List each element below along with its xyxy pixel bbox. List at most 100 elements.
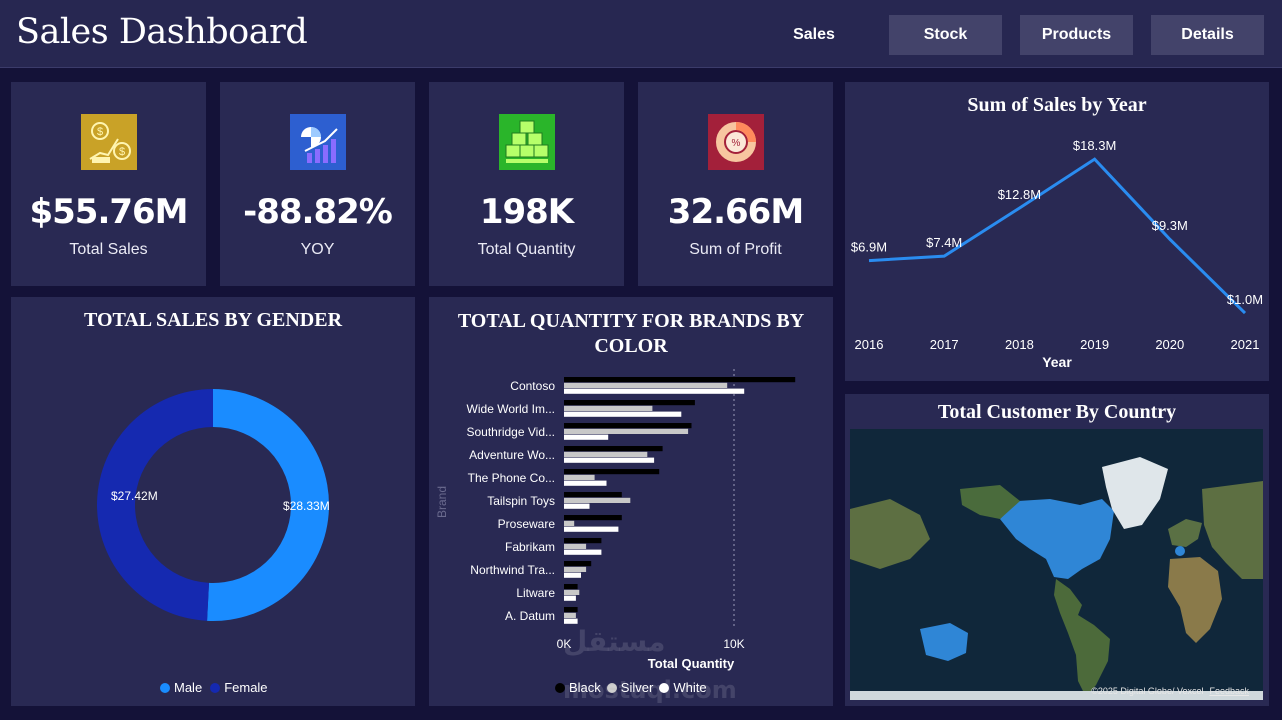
sales-by-gender-title: TOTAL SALES BY GENDER xyxy=(83,309,343,331)
svg-text:$: $ xyxy=(118,146,124,158)
brand-tick-label: Fabrikam xyxy=(505,540,555,554)
money-growth-icon: $ $ xyxy=(80,114,137,170)
bar-silver[interactable] xyxy=(564,428,689,434)
bar-black[interactable] xyxy=(564,469,660,475)
bar-white[interactable] xyxy=(564,457,655,463)
asia-west-region xyxy=(850,499,930,569)
kpi-card-total-sales[interactable]: $ $ $55.76M Total Sales xyxy=(11,82,206,286)
bar-white[interactable] xyxy=(564,411,682,417)
australia-region[interactable] xyxy=(920,623,968,661)
bar-white[interactable] xyxy=(564,595,576,601)
bar-black[interactable] xyxy=(564,400,695,406)
quantity-axis-label: Total Quantity xyxy=(648,656,735,671)
bar-silver[interactable] xyxy=(564,451,648,457)
bar-white[interactable] xyxy=(564,503,590,509)
kpi-card-total-quantity[interactable]: 198K Total Quantity xyxy=(429,82,624,286)
europe-highlight[interactable] xyxy=(1175,546,1185,556)
bar-white[interactable] xyxy=(564,572,581,578)
brands-legend: Black Silver White xyxy=(555,680,707,695)
brand-tick-label: Litware xyxy=(516,586,555,600)
brand-tick-label: Wide World Im... xyxy=(467,402,555,416)
year-tick-label: 2018 xyxy=(1005,337,1034,352)
bar-white[interactable] xyxy=(564,434,609,440)
page-title: Sales Dashboard xyxy=(16,12,308,52)
brands-title-line2: COLOR xyxy=(594,335,668,357)
bar-black[interactable] xyxy=(564,423,692,429)
sales-by-year-chart: $6.9M 2016 $7.4M 2017 $12.8M 2018 $18.3M 2019 $9… xyxy=(851,138,1263,370)
asia-region xyxy=(1202,481,1263,579)
donut-label-female: $27.42M xyxy=(111,489,158,503)
legend-male-swatch xyxy=(160,682,170,693)
brands-by-color-chart: Contoso Wide World Im... Southridge Vid...… xyxy=(435,369,796,671)
map-feedback-link[interactable]: Feedback xyxy=(1209,686,1249,696)
total-sales-label: Total Sales xyxy=(69,241,148,258)
legend-male-label: Male xyxy=(174,680,203,695)
nav-details-button[interactable]: Details xyxy=(1151,15,1264,55)
sales-line-series xyxy=(868,157,1247,315)
bar-silver[interactable] xyxy=(564,382,728,388)
brand-tick-label: The Phone Co... xyxy=(468,471,555,485)
brands-title-line1: TOTAL QUANTITY FOR BRANDS BY xyxy=(457,310,805,332)
bar-black[interactable] xyxy=(564,446,663,452)
north-america-region[interactable] xyxy=(1000,499,1114,579)
map-credit: ©2025 Digital Globe/ Vexcel Feedback xyxy=(1091,686,1249,696)
total-quantity-value: 198K xyxy=(479,192,574,232)
bar-silver[interactable] xyxy=(564,520,575,526)
year-tick-label: 2019 xyxy=(1080,337,1109,352)
yoy-value: -88.82% xyxy=(243,192,393,232)
bar-silver[interactable] xyxy=(564,405,653,411)
year-tick-label: 2017 xyxy=(930,337,959,352)
nav-stock-button[interactable]: Stock xyxy=(889,15,1002,55)
brands-by-color-title: TOTAL QUANTITY FOR BRANDS BY COLOR xyxy=(429,309,833,359)
bar-black[interactable] xyxy=(564,607,578,613)
europe-region xyxy=(1168,519,1202,547)
customer-by-country-title: Total Customer By Country xyxy=(937,401,1177,423)
alaska-region xyxy=(960,485,1020,519)
total-sales-value: $55.76M xyxy=(29,192,188,232)
nav-sales-button[interactable]: Sales xyxy=(793,26,835,43)
bar-silver[interactable] xyxy=(564,589,580,595)
bar-black[interactable] xyxy=(564,538,602,544)
africa-region xyxy=(1168,557,1222,643)
sales-data-label: $9.3M xyxy=(1152,218,1188,233)
donut-slice-female[interactable] xyxy=(97,389,213,621)
antarctica-region xyxy=(850,691,1263,700)
bar-black[interactable] xyxy=(564,515,622,521)
brand-tick-label: Proseware xyxy=(498,517,556,531)
south-america-region xyxy=(1054,579,1110,697)
bar-black[interactable] xyxy=(564,561,592,567)
donut-slice-male[interactable] xyxy=(207,389,330,621)
boxes-stack-icon xyxy=(498,114,555,170)
nav-products-button[interactable]: Products xyxy=(1020,15,1133,55)
bar-black[interactable] xyxy=(564,377,796,383)
bar-white[interactable] xyxy=(564,549,602,555)
bar-silver[interactable] xyxy=(564,497,631,503)
bar-silver[interactable] xyxy=(564,566,587,572)
bar-white[interactable] xyxy=(564,618,578,624)
kpi-card-sum-of-profit[interactable]: % 32.66M Sum of Profit xyxy=(638,82,833,286)
year-tick-label: 2020 xyxy=(1155,337,1184,352)
quantity-tick-label: 10K xyxy=(723,637,744,651)
year-tick-label: 2021 xyxy=(1231,337,1260,352)
header-bar: Sales Dashboard Sales Stock Products Det… xyxy=(0,0,1282,68)
greenland-region xyxy=(1102,457,1168,529)
sales-data-label: $18.3M xyxy=(1073,138,1116,153)
bar-silver[interactable] xyxy=(564,474,595,480)
sum-of-profit-label: Sum of Profit xyxy=(689,241,782,258)
year-tick-label: 2016 xyxy=(855,337,884,352)
world-map[interactable]: ©2025 Digital Globe/ Vexcel Feedback xyxy=(850,429,1263,700)
sales-by-year-panel: Sum of Sales by Year $6.9M 2016 $7.4M 2017 $… xyxy=(845,82,1269,381)
svg-text:$: $ xyxy=(96,126,102,138)
bar-black[interactable] xyxy=(564,492,622,498)
brand-tick-label: A. Datum xyxy=(505,609,555,623)
brands-by-color-panel: TOTAL QUANTITY FOR BRANDS BY COLOR Conto… xyxy=(429,297,833,706)
legend-black-swatch xyxy=(555,682,565,693)
kpi-card-yoy[interactable]: -88.82% YOY xyxy=(220,82,415,286)
bar-black[interactable] xyxy=(564,584,578,590)
bar-white[interactable] xyxy=(564,388,745,394)
bar-silver[interactable] xyxy=(564,612,576,618)
bar-white[interactable] xyxy=(564,526,619,532)
legend-female-label: Female xyxy=(224,680,268,695)
bar-white[interactable] xyxy=(564,480,607,486)
bar-silver[interactable] xyxy=(564,543,587,549)
